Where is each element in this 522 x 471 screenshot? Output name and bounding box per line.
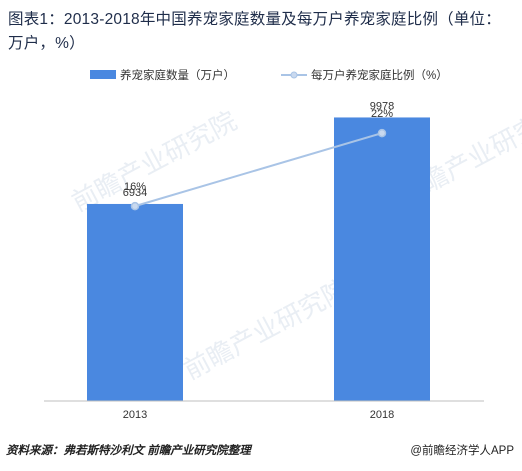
bar-2013 <box>87 203 183 401</box>
legend-line-label: 每万户养宠家庭比例（%） <box>311 68 448 82</box>
x-tick-label: 2013 <box>123 409 147 421</box>
bar-value-label: 9978 <box>370 100 394 112</box>
legend: 养宠家庭数量（万户） 每万户养宠家庭比例（%） <box>90 68 448 82</box>
line-value-label: 16% <box>124 181 146 193</box>
line-point <box>377 128 387 138</box>
line-value-label: 22% <box>371 108 393 120</box>
line-series <box>134 132 383 208</box>
legend-bar-swatch <box>90 70 116 79</box>
x-tick-label: 2018 <box>370 409 394 421</box>
source-note: 资料来源：弗若斯特沙利文 前瞻产业研究院整理 <box>6 445 251 457</box>
line-point <box>130 201 140 211</box>
legend-line-marker <box>290 71 298 79</box>
chart-title: 图表1：2013-2018年中国养宠家庭数量及每万户养宠家庭比例（单位：万户，%… <box>8 11 501 52</box>
plot-area: 6934 2013 9978 2018 16% 22% <box>87 100 430 421</box>
bar-2018 <box>334 117 430 402</box>
watermark-text: 前瞻产业研究院 <box>179 273 354 385</box>
legend-bar-label: 养宠家庭数量（万户） <box>120 68 235 82</box>
credit-note: @前瞻经济学人APP <box>410 445 514 457</box>
bar-value-label: 6934 <box>123 187 147 199</box>
